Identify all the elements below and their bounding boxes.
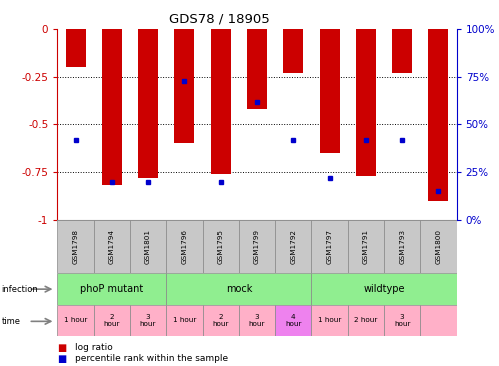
Text: phoP mutant: phoP mutant — [80, 284, 143, 294]
Bar — [384, 220, 420, 273]
Bar — [420, 220, 457, 273]
Bar — [247, 29, 267, 109]
Text: GSM1792: GSM1792 — [290, 229, 296, 264]
Bar — [311, 305, 348, 336]
Bar — [239, 220, 275, 273]
Text: 3
hour: 3 hour — [394, 314, 410, 327]
Bar — [138, 29, 158, 178]
Bar — [65, 29, 85, 67]
Bar — [348, 305, 384, 336]
Text: 1 hour: 1 hour — [173, 317, 196, 324]
Bar — [203, 305, 239, 336]
Text: time: time — [1, 317, 20, 326]
Bar — [239, 305, 275, 336]
Text: GSM1793: GSM1793 — [399, 229, 405, 264]
Bar — [102, 29, 122, 185]
Bar — [130, 305, 166, 336]
Text: percentile rank within the sample: percentile rank within the sample — [75, 354, 228, 363]
Text: 3
hour: 3 hour — [249, 314, 265, 327]
Text: ■: ■ — [57, 343, 67, 353]
Text: GSM1797: GSM1797 — [326, 229, 332, 264]
Text: GSM1795: GSM1795 — [218, 229, 224, 264]
Text: GDS78 / 18905: GDS78 / 18905 — [169, 13, 270, 26]
Bar — [57, 305, 94, 336]
Bar — [275, 305, 311, 336]
Bar — [429, 29, 449, 201]
Text: 1 hour: 1 hour — [64, 317, 87, 324]
Bar — [166, 273, 311, 305]
Bar — [94, 305, 130, 336]
Bar — [275, 220, 311, 273]
Text: GSM1798: GSM1798 — [72, 229, 78, 264]
Text: log ratio: log ratio — [75, 343, 113, 352]
Bar — [211, 29, 231, 174]
Text: GSM1801: GSM1801 — [145, 229, 151, 264]
Text: 1 hour: 1 hour — [318, 317, 341, 324]
Bar — [348, 220, 384, 273]
Bar — [94, 220, 130, 273]
Bar — [384, 305, 420, 336]
Bar — [57, 273, 166, 305]
Bar — [311, 273, 457, 305]
Bar — [166, 305, 203, 336]
Bar — [420, 305, 457, 336]
Text: GSM1799: GSM1799 — [254, 229, 260, 264]
Bar — [356, 29, 376, 176]
Bar — [175, 29, 195, 143]
Text: GSM1796: GSM1796 — [182, 229, 188, 264]
Bar — [166, 220, 203, 273]
Text: infection: infection — [1, 285, 38, 294]
Bar — [57, 220, 94, 273]
Text: GSM1794: GSM1794 — [109, 229, 115, 264]
Text: 2
hour: 2 hour — [104, 314, 120, 327]
Bar — [392, 29, 412, 73]
Text: 3
hour: 3 hour — [140, 314, 156, 327]
Bar — [311, 220, 348, 273]
Text: wildtype: wildtype — [363, 284, 405, 294]
Bar — [130, 220, 166, 273]
Text: GSM1800: GSM1800 — [436, 229, 442, 264]
Bar — [203, 220, 239, 273]
Text: 4
hour: 4 hour — [285, 314, 301, 327]
Bar — [319, 29, 339, 153]
Bar — [283, 29, 303, 73]
Text: mock: mock — [226, 284, 252, 294]
Text: GSM1791: GSM1791 — [363, 229, 369, 264]
Text: 2
hour: 2 hour — [213, 314, 229, 327]
Text: ■: ■ — [57, 354, 67, 364]
Text: 2 hour: 2 hour — [354, 317, 378, 324]
